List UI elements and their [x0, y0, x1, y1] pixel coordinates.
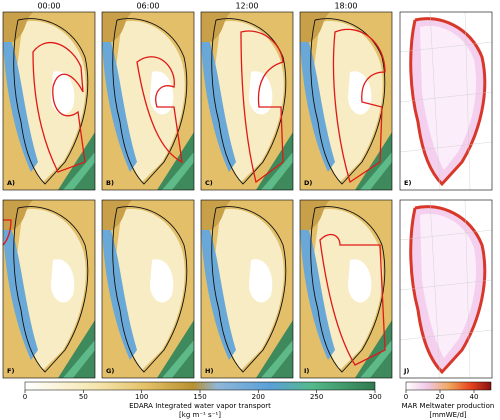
map-image — [400, 200, 492, 378]
map-image — [3, 200, 95, 378]
contour — [136, 56, 183, 164]
panel-frame — [299, 199, 393, 379]
contour — [32, 41, 86, 173]
colorbar-tick-label: 50 — [79, 393, 88, 401]
map-panel: I) — [299, 199, 393, 379]
map-image — [300, 200, 392, 378]
map-image — [102, 12, 194, 190]
colorbar-tick-label: 200 — [252, 393, 265, 401]
panel-label: A) — [7, 179, 15, 187]
melt-colorbar-label: MAR Meltwater production — [402, 402, 495, 410]
ivt-colorbar-units: [kg m⁻¹ s⁻¹] — [179, 411, 221, 419]
map-panel: A) — [2, 11, 96, 191]
ivt-colorbar — [24, 381, 376, 391]
colorbar-tick-label: 300 — [368, 393, 381, 401]
panel-label: E) — [404, 179, 411, 187]
map-panel: G) — [101, 199, 195, 379]
map-image — [102, 200, 194, 378]
map-panel: F) — [2, 199, 96, 379]
map-panel: E) — [399, 11, 493, 191]
panel-frame — [101, 11, 195, 191]
map-image — [201, 12, 293, 190]
colorbar-tick-label: 40 — [470, 393, 479, 401]
melt-colorbar — [405, 381, 492, 391]
panel-label: B) — [106, 179, 114, 187]
map-panel: C) — [200, 11, 294, 191]
colorbar-tick-label: 20 — [436, 393, 445, 401]
contour — [240, 30, 284, 184]
panel-label: F) — [7, 367, 14, 375]
colorbar-tick-label: 250 — [310, 393, 323, 401]
map-panel: B) — [101, 11, 195, 191]
panel-frame — [399, 199, 493, 379]
contour — [332, 28, 386, 184]
panel-label: G) — [106, 367, 114, 375]
panel-frame — [200, 11, 294, 191]
column-title: 18:00 — [334, 2, 357, 11]
panel-frame — [200, 199, 294, 379]
panel-label: C) — [205, 179, 213, 187]
map-panel: D) — [299, 11, 393, 191]
panel-frame — [2, 11, 96, 191]
panel-frame — [2, 199, 96, 379]
colorbar-tick-label: 0 — [23, 393, 27, 401]
map-image — [201, 200, 293, 378]
column-title: 06:00 — [136, 2, 159, 11]
contour — [2, 219, 12, 246]
map-panel: J) — [399, 199, 493, 379]
panel-frame — [101, 199, 195, 379]
colorbar-tick-label: 0 — [404, 393, 408, 401]
panel-label: D) — [304, 179, 312, 187]
map-image — [400, 12, 492, 190]
panel-label: I) — [304, 367, 309, 375]
panels: A) B) C) D) E) F) G) H) I) J) — [2, 11, 493, 379]
panel-label: J) — [403, 367, 409, 375]
contour — [319, 233, 386, 366]
colorbar-tick-label: 150 — [193, 393, 206, 401]
colorbar-tick-label: 100 — [135, 393, 148, 401]
column-title: 00:00 — [37, 2, 60, 11]
panel-label: H) — [205, 367, 213, 375]
map-panel: H) — [200, 199, 294, 379]
column-title: 12:00 — [235, 2, 258, 11]
panel-frame — [399, 11, 493, 191]
melt-colorbar-units: [mmWE/d] — [429, 411, 467, 419]
panel-frame — [299, 11, 393, 191]
ivt-colorbar-label: EDARA Integrated water vapor transport — [129, 402, 271, 410]
